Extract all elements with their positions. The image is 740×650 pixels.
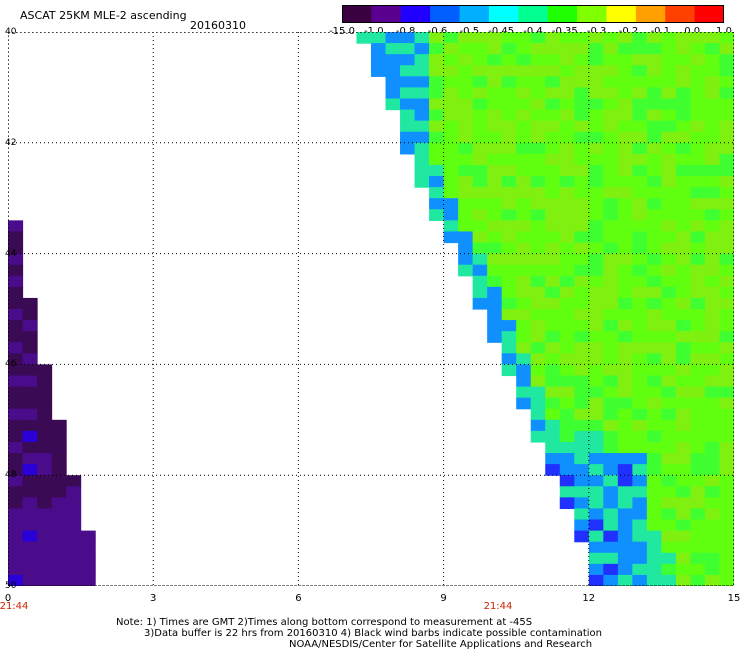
colorbar-segment <box>606 5 637 23</box>
y-tick-label: 50 <box>5 581 17 591</box>
colorbar-label: -0.5 <box>459 26 480 37</box>
colorbar-label: -1.0 <box>364 26 384 37</box>
colorbar-segment <box>694 5 724 23</box>
colorbar-segment <box>430 5 461 23</box>
colorbar-segment <box>518 5 549 23</box>
colorbar-frame <box>342 5 724 23</box>
colorbar-segment <box>665 5 696 23</box>
x-tick-label: 0 <box>4 593 12 604</box>
y-tick-label: 48 <box>5 470 17 481</box>
colorbar-segment <box>635 5 666 23</box>
x-tick-label: 15 <box>727 593 740 604</box>
colorbar-label: -0.6 <box>427 26 448 37</box>
x-tick-label: 6 <box>295 593 302 604</box>
x-tick-label: 9 <box>440 593 447 604</box>
map-date: 20160310 <box>190 19 246 32</box>
colorbar-label: -15.0 <box>329 26 355 37</box>
swath-1 <box>8 220 96 586</box>
x-tick-label: 12 <box>582 593 596 604</box>
colorbar-segment <box>400 5 431 23</box>
note-line-2: 3)Data buffer is 22 hrs from 20160310 4)… <box>144 628 602 639</box>
y-tick-label: 46 <box>5 359 17 370</box>
map-plot <box>8 32 734 586</box>
y-tick-label: 44 <box>5 248 17 259</box>
map-title: ASCAT 25KM MLE-2 ascending <box>20 9 187 22</box>
x-tick-label: 3 <box>150 593 157 604</box>
colorbar-segment <box>371 5 402 23</box>
colorbar-segment <box>488 5 519 23</box>
colorbar-label: -0.45 <box>488 26 515 37</box>
colorbar-segment <box>547 5 578 23</box>
plot-frame <box>8 32 734 586</box>
swath-2 <box>356 32 734 586</box>
colorbar <box>342 5 724 23</box>
swath-time-label: 21:44 <box>0 601 29 612</box>
y-tick-label: 40 <box>5 27 17 37</box>
colorbar-segment <box>577 5 607 23</box>
note-line-3: NOAA/NESDIS/Center for Satellite Applica… <box>289 639 593 650</box>
colorbar-segment <box>459 5 490 23</box>
colorbar-segment <box>342 5 372 23</box>
y-tick-label: 42 <box>5 137 17 148</box>
note-line-1: Note: 1) Times are GMT 2)Times along bot… <box>116 617 533 628</box>
grid <box>8 32 734 586</box>
swath-time-label: 21:44 <box>483 601 513 612</box>
colorbar-label: -0.8 <box>395 26 416 37</box>
